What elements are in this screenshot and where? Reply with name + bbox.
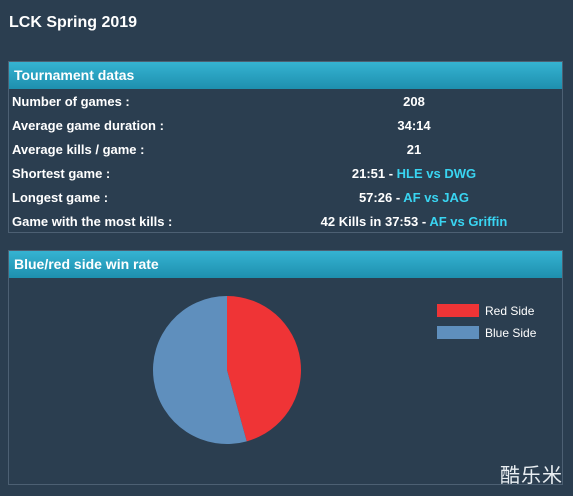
watermark-logo: 酷乐米 [500,463,563,487]
stat-value-text: 42 Kills in 37:53 [320,214,419,229]
stat-separator: - [392,190,404,205]
pie-slice-blue-side[interactable] [152,296,247,444]
page-title: LCK Spring 2019 [9,14,138,31]
legend-swatch-red-side[interactable] [437,304,479,317]
legend-swatch-blue-side[interactable] [437,326,479,339]
stat-label: Number of games : [12,94,130,109]
pie-slice-red-side[interactable] [227,296,301,442]
stat-separator: - [418,214,430,229]
stat-value: 57:26 - AF vs JAG [214,186,573,210]
stat-row-most-kills: Game with the most kills : 42 Kills in 3… [9,210,562,234]
stat-label: Shortest game : [12,166,111,181]
stat-value: 42 Kills in 37:53 - AF vs Griffin [214,210,573,234]
stat-row-number-of-games: Number of games : 208 [9,90,562,114]
pie-chart: Red Side Blue Side [152,296,537,444]
side-winrate-panel: Blue/red side win rate Red Side Blue Side [8,250,563,485]
stat-value-text: 57:26 [358,190,393,205]
stat-label: Longest game : [12,190,109,205]
side-winrate-header: Blue/red side win rate [9,251,562,278]
legend-label-blue-side[interactable]: Blue Side [485,326,537,340]
stat-label: Average game duration : [12,118,164,133]
stat-separator: - [385,166,397,181]
matchup-link[interactable]: HLE vs DWG [396,166,477,181]
stat-value-text: 21 [406,142,422,157]
stat-label: Average kills / game : [12,142,145,157]
stat-value-text: 208 [403,94,425,109]
matchup-link[interactable]: AF vs Griffin [429,214,508,229]
tournament-stats-panel: Tournament datas Number of games : 208 A… [8,61,563,233]
stat-label: Game with the most kills : [12,214,173,229]
stat-value-text: 34:14 [397,118,431,133]
legend-label-red-side[interactable]: Red Side [485,304,535,318]
stat-value: 21 [214,138,573,162]
stat-row-shortest-game: Shortest game : 21:51 - HLE vs DWG [9,162,562,186]
stat-row-longest-game: Longest game : 57:26 - AF vs JAG [9,186,562,210]
stats-list: Number of games : 208 Average game durat… [9,89,562,234]
stat-value: 34:14 [214,114,573,138]
stat-value: 208 [214,90,573,114]
stat-value: 21:51 - HLE vs DWG [214,162,573,186]
stat-value-text: 21:51 [351,166,386,181]
matchup-link[interactable]: AF vs JAG [403,190,470,205]
tournament-stats-header: Tournament datas [9,62,562,89]
stat-row-average-kills: Average kills / game : 21 [9,138,562,162]
stat-row-average-duration: Average game duration : 34:14 [9,114,562,138]
